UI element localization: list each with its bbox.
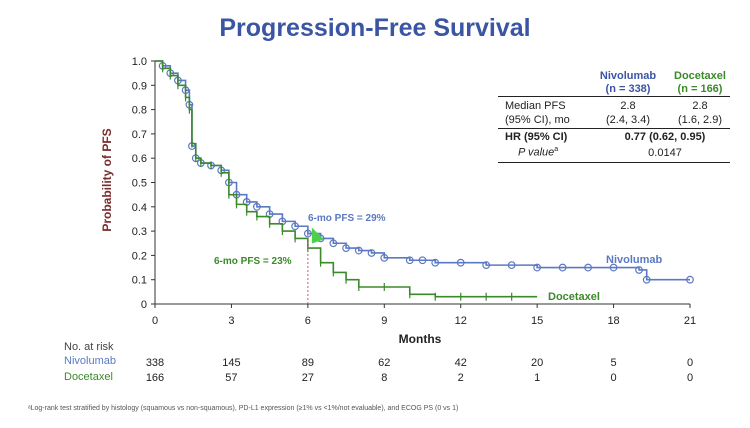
- censor-mark-nivolumab: [431, 258, 440, 267]
- censor-mark-nivolumab: [405, 256, 414, 265]
- nivolumab-6mo-annotation: 6-mo PFS = 29%: [308, 213, 386, 224]
- col-docetaxel-label: Docetaxel: [674, 70, 726, 82]
- censor-mark-nivolumab: [253, 202, 261, 211]
- y-tick-label: 0.4: [132, 202, 147, 214]
- censor-mark-nivolumab: [584, 263, 592, 272]
- p-value-label: P valuea: [518, 146, 559, 159]
- chart-overlay: [307, 227, 324, 304]
- risk-docetaxel-label: Docetaxel: [64, 371, 113, 383]
- censor-mark-nivolumab: [642, 275, 651, 284]
- y-tick-label: 0.2: [132, 250, 147, 262]
- y-tick-label: 0.8: [132, 105, 147, 117]
- y-tick-label: 0.9: [132, 80, 147, 92]
- censor-mark-nivolumab: [609, 263, 618, 272]
- censor-mark-nivolumab: [342, 244, 350, 253]
- censor-mark-nivolumab: [456, 258, 465, 267]
- y-tick-label: 0.1: [132, 275, 147, 287]
- risk-count-doce: 0: [686, 372, 694, 384]
- censor-mark-nivolumab: [558, 263, 567, 272]
- y-tick-label: 0.6: [132, 153, 147, 165]
- col-nivolumab-label: Nivolumab: [599, 70, 657, 82]
- risk-count-doce: 57: [225, 372, 238, 384]
- series-line-docetaxel: [155, 60, 538, 298]
- censor-mark-nivolumab: [354, 246, 363, 255]
- risk-count-doce: 166: [145, 372, 165, 384]
- y-tick-label: 1.0: [132, 56, 147, 68]
- risk-count-doce: 2: [457, 372, 464, 384]
- median-pfs-nivolumab: 2.8 (2.4, 3.4): [605, 100, 651, 126]
- censor-mark-nivolumab: [507, 261, 516, 270]
- x-tick-label: 12: [455, 315, 467, 327]
- pointer-arrow-icon: [311, 227, 324, 244]
- chart-curves: [155, 60, 694, 301]
- censor-mark-nivolumab: [303, 229, 312, 238]
- x-tick-label: 6: [305, 315, 311, 327]
- risk-nivolumab-label: Nivolumab: [64, 355, 116, 367]
- hr-label: HR (95% CI): [505, 131, 568, 143]
- footnote: ᵃLog-rank test stratified by histology (…: [28, 405, 459, 412]
- col-docetaxel-n: (n = 166): [677, 83, 723, 95]
- col-nivolumab-header: Nivolumab (n = 338): [588, 70, 668, 96]
- x-tick-label: 0: [152, 315, 158, 327]
- risk-count-doce: 1: [534, 372, 541, 384]
- risk-count-nivo: 62: [378, 357, 391, 369]
- risk-count-nivo: 0: [686, 357, 694, 369]
- risk-count-nivo: 20: [531, 357, 544, 369]
- x-tick-label: 15: [531, 315, 543, 327]
- col-docetaxel-header: Docetaxel (n = 166): [660, 70, 740, 96]
- risk-count-doce: 0: [610, 372, 617, 384]
- x-tick-label: 9: [381, 315, 387, 327]
- x-tick-label: 18: [607, 315, 619, 327]
- hr-value: 0.77 (0.62, 0.95): [624, 131, 706, 143]
- y-axis-label: Probability of PFS: [100, 128, 114, 232]
- y-tick-label: 0: [141, 299, 147, 311]
- y-tick-label: 0.5: [132, 178, 147, 190]
- col-nivolumab-n: (n = 338): [605, 83, 651, 95]
- risk-header: No. at risk: [64, 341, 114, 353]
- censor-mark-nivolumab: [380, 253, 389, 262]
- censor-mark-nivolumab: [686, 275, 694, 284]
- p-value: 0.0147: [648, 147, 682, 159]
- nivolumab-curve-label: Nivolumab: [606, 254, 663, 266]
- risk-count-nivo: 42: [454, 357, 467, 369]
- chart-axes: 0 0.1 0.2 0.3 0.4 0.5 0.6 0.7 0.8 0.9 1.0 0 3 6 9 12 15 1…: [132, 56, 696, 327]
- censor-mark-nivolumab: [635, 266, 643, 274]
- risk-count-nivo: 89: [301, 357, 314, 369]
- censor-mark-nivolumab: [418, 256, 427, 265]
- censor-mark-nivolumab: [291, 222, 300, 231]
- table-bottom-rule: [498, 162, 730, 163]
- censor-mark-nivolumab: [533, 263, 542, 272]
- docetaxel-6mo-annotation: 6-mo PFS = 23%: [214, 256, 292, 267]
- risk-count-nivo: 338: [145, 357, 165, 369]
- table-top-rule: [498, 96, 730, 97]
- censor-mark-nivolumab: [329, 239, 338, 248]
- censor-mark-nivolumab: [367, 249, 376, 257]
- risk-count-doce: 27: [301, 372, 314, 384]
- docetaxel-curve-label: Docetaxel: [548, 291, 600, 303]
- risk-count-nivo: 145: [222, 357, 241, 369]
- x-tick-label: 3: [228, 315, 234, 327]
- median-pfs-label: Median PFS (95% CI), mo: [505, 100, 570, 126]
- x-axis-label: Months: [398, 332, 442, 346]
- y-tick-label: 0.3: [132, 226, 147, 238]
- risk-count-doce: 8: [381, 372, 388, 384]
- y-tick-label: 0.7: [132, 129, 147, 141]
- table-mid-rule: [498, 128, 730, 129]
- median-pfs-docetaxel: 2.8 (1.6, 2.9): [677, 100, 723, 126]
- censor-mark-nivolumab: [482, 261, 491, 270]
- x-tick-label: 21: [684, 315, 696, 327]
- risk-count-nivo: 5: [610, 357, 617, 369]
- page-title: Progression-Free Survival: [219, 14, 531, 42]
